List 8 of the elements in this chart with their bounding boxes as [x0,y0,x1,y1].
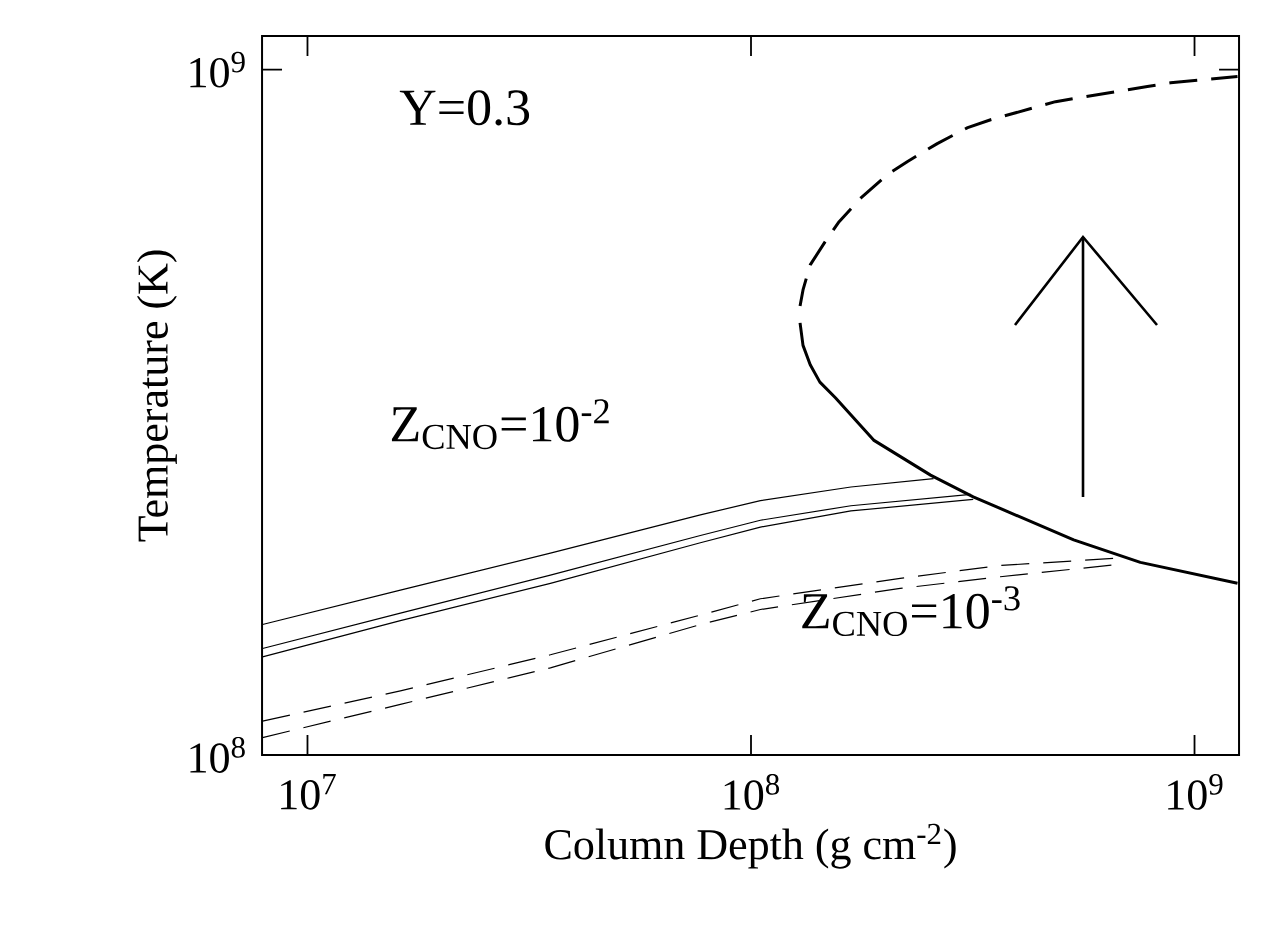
x-tick-label: 10$^{9}$ [1168,773,1223,810]
x-axis-title: Column Depth (g cm$^{-2}$) [545,823,956,869]
y-axis-title: Temperature (K) [136,250,177,542]
annotation: Z$_{CNO}$=10$^{-3}$ [802,586,1020,637]
x-tick-label: 10$^{8}$ [724,773,780,810]
annotation: Y=0.3 [399,90,530,126]
x-tick-label: 10$^{7}$ [281,773,336,810]
annotation: Z$_{CNO}$=10$^{-2}$ [391,399,609,450]
